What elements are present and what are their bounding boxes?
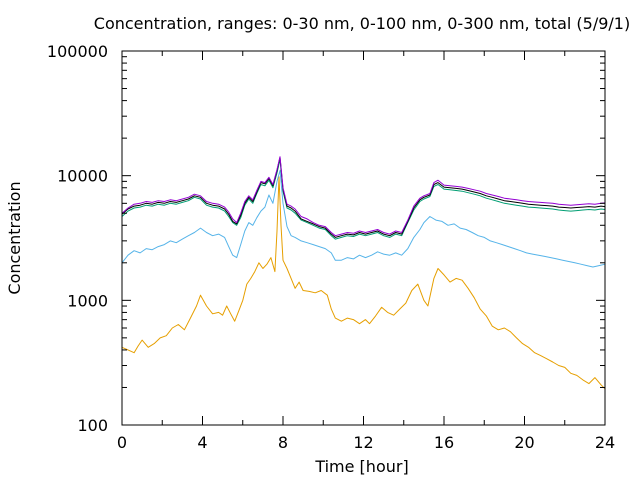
y-tick-label: 100	[77, 416, 108, 435]
x-tick-label: 0	[117, 433, 127, 452]
series-layer	[121, 156, 606, 390]
x-axis-label: Time [hour]	[314, 457, 408, 476]
x-tick-label: 4	[197, 433, 207, 452]
series-line-4	[121, 156, 606, 238]
y-axis-label: Concentration	[5, 181, 24, 294]
x-axis-ticks: 0 4 8 12 16 20 24	[117, 51, 615, 452]
y-axis-ticks: 100 1000 10000 100000	[47, 42, 605, 435]
y-tick-label: 10000	[57, 167, 108, 186]
x-tick-label: 8	[278, 433, 288, 452]
y-tick-label: 1000	[67, 291, 108, 310]
x-tick-label: 24	[595, 433, 615, 452]
x-tick-label: 16	[434, 433, 454, 452]
plot-frame	[121, 50, 606, 426]
x-tick-label: 12	[353, 433, 373, 452]
series-line-5	[121, 156, 606, 237]
x-tick-label: 20	[514, 433, 534, 452]
y-tick-label: 100000	[47, 42, 108, 61]
series-line-1	[121, 176, 606, 390]
chart-title: Concentration, ranges: 0-30 nm, 0-100 nm…	[94, 14, 630, 33]
series-line-2	[121, 170, 606, 268]
series-line-3	[121, 158, 606, 240]
